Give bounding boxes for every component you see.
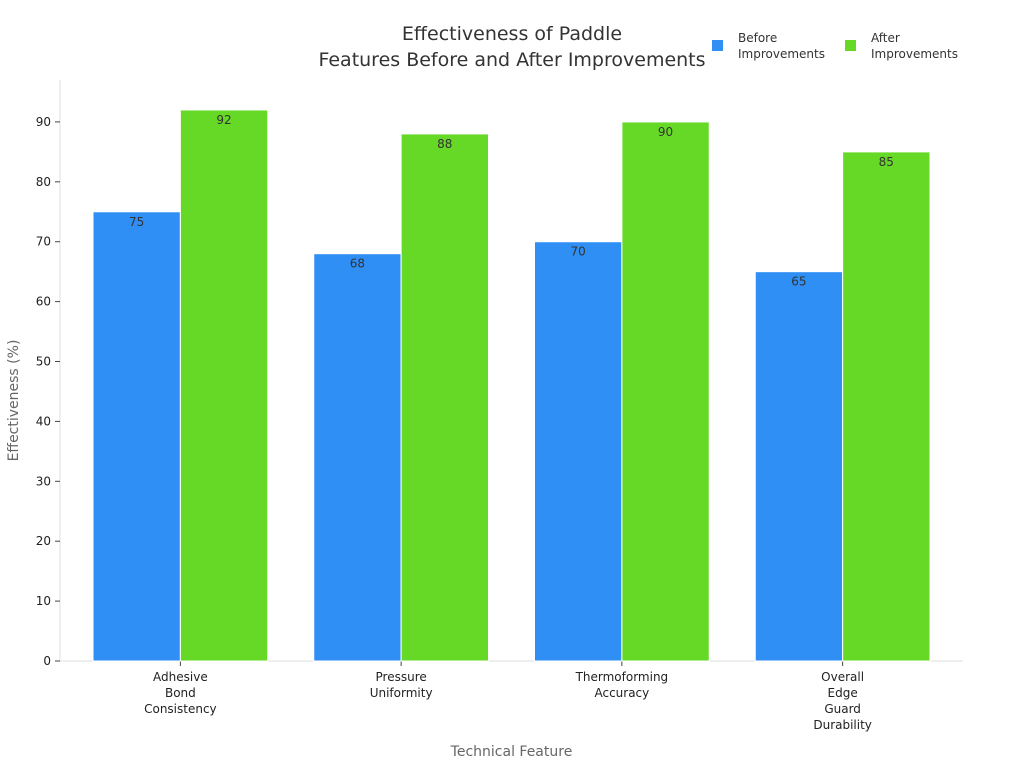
y-tick-label: 50 <box>36 355 51 369</box>
bar-value-label: 90 <box>658 125 673 139</box>
bar <box>92 211 181 662</box>
y-tick-label: 80 <box>36 175 51 189</box>
y-tick-label: 10 <box>36 594 51 608</box>
x-tick-label: Overall Edge Guard Durability <box>813 670 872 732</box>
bar-value-label: 65 <box>791 275 806 289</box>
x-axis-title: Technical Feature <box>450 744 573 760</box>
bar-value-label: 75 <box>129 215 144 229</box>
y-tick-label: 30 <box>36 474 51 488</box>
bar <box>400 133 489 662</box>
data-labels: 75 92 68 88 70 90 65 85 <box>129 113 894 289</box>
legend-swatch <box>845 40 856 51</box>
bar-value-label: 70 <box>571 245 586 259</box>
x-tick-label: Adhesive Bond Consistency <box>144 670 217 716</box>
y-tick-label: 20 <box>36 534 51 548</box>
legend-swatch <box>712 40 723 51</box>
bar-value-label: 68 <box>350 257 365 271</box>
chart-title: Effectiveness of Paddle Features Before a… <box>318 23 705 71</box>
legend-label: After Improvements <box>871 31 958 61</box>
bar <box>179 109 269 662</box>
bar <box>621 121 710 662</box>
x-tick-label: Pressure Uniformity <box>370 670 433 700</box>
chart-title-text: Effectiveness of Paddle Features Before a… <box>318 23 705 71</box>
y-tick-label: 60 <box>36 295 51 309</box>
x-tick-label: Thermoforming Accuracy <box>575 670 669 700</box>
y-tick-label: 40 <box>36 414 51 428</box>
y-tick-label: 0 <box>43 654 51 668</box>
axes: 0 10 20 30 40 50 60 70 80 90 Adhesive Bond Consisten… <box>36 80 963 732</box>
y-axis-title: Effectiveness (%) <box>6 340 22 462</box>
bar <box>313 253 402 662</box>
bar <box>842 151 931 662</box>
y-tick-label: 70 <box>36 235 51 249</box>
bar-value-label: 92 <box>216 113 231 127</box>
bar-value-label: 88 <box>437 137 452 151</box>
bar <box>754 271 844 662</box>
y-tick-label: 90 <box>36 115 51 129</box>
bar <box>534 241 623 662</box>
legend-label: Before Improvements <box>738 31 825 61</box>
legend: Before Improvements After Improvements <box>712 31 958 61</box>
bar-value-label: 85 <box>879 155 894 169</box>
bars <box>92 109 931 662</box>
